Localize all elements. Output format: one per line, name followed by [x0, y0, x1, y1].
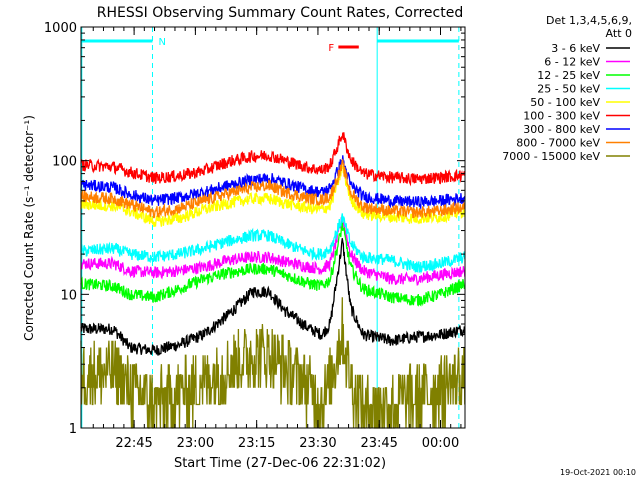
series-line-5	[80, 132, 466, 187]
plot-frame	[80, 26, 466, 429]
y-tick-label: 10	[60, 288, 77, 303]
series-line-0	[80, 238, 466, 356]
legend-label-2: 12 - 25 keV	[537, 69, 600, 82]
series-line-7	[80, 158, 466, 220]
plot-area: NF	[81, 27, 460, 428]
legend-label-1: 6 - 12 keV	[544, 56, 600, 69]
legend-label-5: 100 - 300 keV	[523, 110, 600, 123]
x-tick-label: 00:00	[422, 436, 459, 451]
timestamp: 19-Oct-2021 00:10	[560, 468, 636, 477]
legend-header-line-2: Att 0	[606, 27, 632, 40]
legend-label-7: 800 - 7000 keV	[516, 137, 600, 150]
y-axis-label: Corrected Count Rate (s⁻¹ detector⁻¹)	[22, 115, 36, 341]
night-label: N	[158, 37, 165, 48]
y-tick-label: 1	[69, 422, 77, 437]
legend-label-4: 50 - 100 keV	[530, 96, 600, 109]
series-layer	[80, 132, 466, 429]
flare-label: F	[328, 43, 334, 54]
series-line-1	[80, 217, 466, 286]
axes-layer: 1 10 100 1000 22:45 23:00 23:15 23:30 23:45 00:00	[44, 21, 466, 451]
x-tick-label: 23:00	[177, 436, 214, 451]
y-tick-label: 1000	[44, 21, 77, 36]
y-tick-label: 100	[52, 155, 77, 170]
legend-label-8: 7000 - 15000 keV	[502, 150, 600, 163]
x-tick-label: 23:30	[299, 436, 336, 451]
series-line-6	[80, 155, 466, 211]
chart-title: RHESSI Observing Summary Count Rates, Co…	[97, 5, 463, 21]
x-tick-label: 23:15	[238, 436, 275, 451]
legend-label-3: 25 - 50 keV	[537, 83, 600, 96]
legend-label-6: 300 - 800 keV	[523, 123, 600, 136]
x-axis-label: Start Time (27-Dec-06 22:31:02)	[174, 456, 386, 471]
legend-header-line-1: Det 1,3,4,5,6,9,	[546, 14, 632, 27]
x-tick-label: 22:45	[115, 436, 152, 451]
series-line-3	[80, 213, 466, 274]
series-line-8	[80, 297, 466, 429]
x-tick-label: 23:45	[360, 436, 397, 451]
series-line-2	[80, 221, 465, 308]
legend-label-0: 3 - 6 keV	[551, 42, 600, 55]
